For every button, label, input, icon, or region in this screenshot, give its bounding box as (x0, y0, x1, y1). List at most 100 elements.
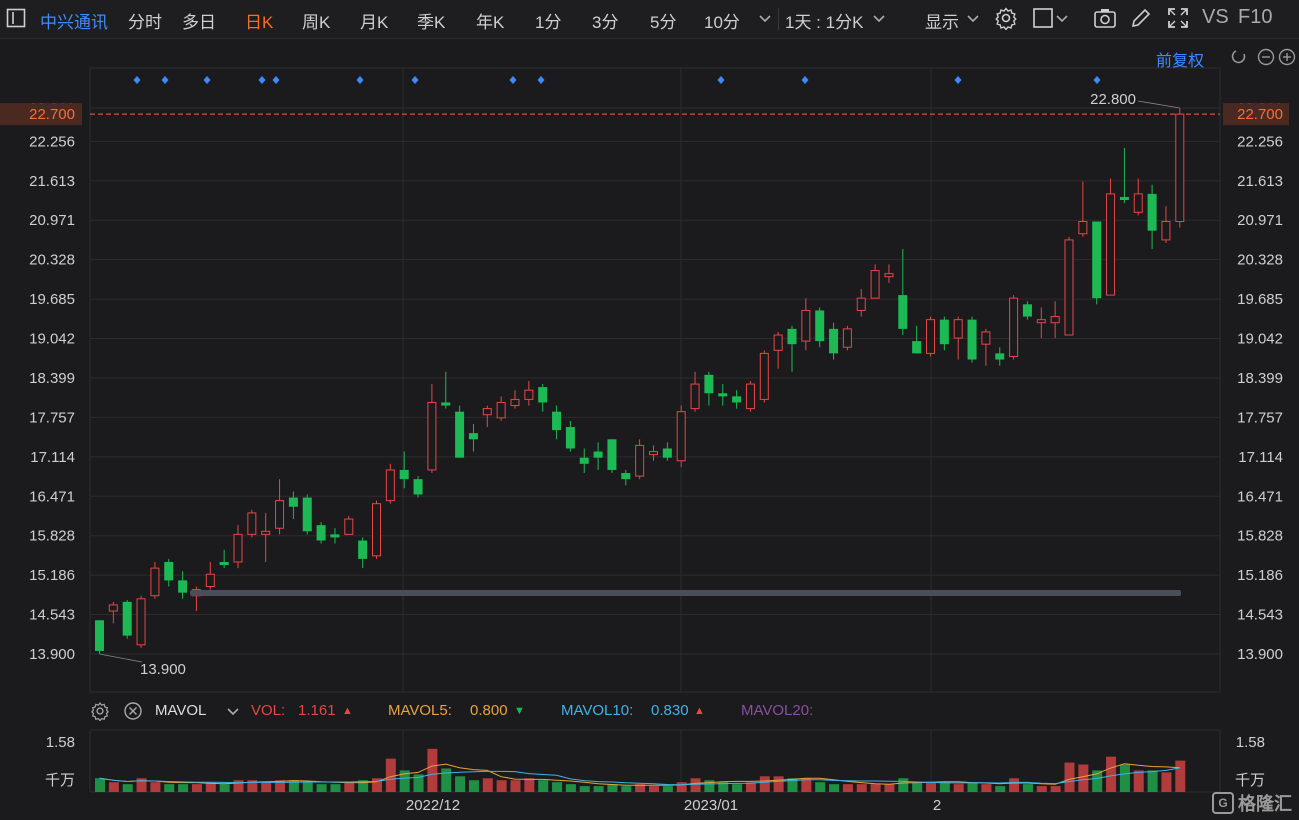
chevron-down-icon[interactable] (1055, 12, 1069, 26)
candle-body (579, 457, 589, 464)
candle-body (565, 427, 575, 449)
price-tick-left: 19.685 (29, 291, 75, 308)
indicator-select[interactable]: MAVOL (155, 702, 207, 719)
zoom-out-icon[interactable] (1257, 48, 1275, 66)
volume-bar (662, 786, 673, 792)
watermark: G 格隆汇 (1212, 790, 1292, 816)
price-pane-frame (89, 67, 1221, 693)
candle-body (1106, 193, 1116, 296)
candle-body (1009, 297, 1019, 357)
panel-toggle-icon[interactable] (6, 8, 26, 28)
tab-niank[interactable]: 年K (476, 13, 505, 32)
candle-body (427, 401, 437, 471)
volume-bar (649, 786, 659, 792)
chevron-down-icon[interactable] (226, 705, 240, 719)
interval-select[interactable]: 1天 : 1分K (785, 13, 864, 32)
close-icon[interactable] (123, 701, 143, 721)
candle-body (150, 567, 160, 597)
tab-duori[interactable]: 多日 (182, 13, 216, 32)
price-tick-right: 21.613 (1237, 173, 1283, 190)
mavol5-value: 0.800 (470, 702, 508, 719)
camera-icon[interactable] (1093, 6, 1117, 30)
candle-body (205, 573, 215, 588)
price-tick-right: 22.256 (1237, 133, 1283, 150)
candle-body (385, 469, 395, 502)
volume-bar (759, 776, 770, 792)
volume-bar (912, 782, 923, 792)
tab-10min[interactable]: 10分 (704, 13, 740, 32)
gear-icon[interactable] (90, 701, 110, 721)
volume-bar (399, 770, 410, 792)
tab-fenshi[interactable]: 分时 (128, 13, 162, 32)
tab-3min[interactable]: 3分 (592, 13, 619, 32)
tab-yuek[interactable]: 月K (360, 13, 389, 32)
volume-bar (621, 786, 632, 792)
price-tick-right: 18.399 (1237, 370, 1283, 387)
gear-icon[interactable] (994, 6, 1018, 30)
volume-bar (787, 778, 798, 792)
candle-body (1036, 319, 1046, 324)
candle-body (538, 387, 548, 403)
volume-bar (302, 782, 313, 792)
candle-body (621, 473, 631, 480)
event-marker-icon (258, 76, 266, 84)
candle-body (122, 601, 132, 636)
tab-1min[interactable]: 1分 (535, 13, 562, 32)
candle-body (649, 451, 658, 456)
square-icon[interactable] (1032, 6, 1056, 30)
volume-bar (95, 778, 105, 792)
volume-bar (344, 782, 355, 792)
volume-bar (330, 784, 341, 792)
volume-bar (926, 782, 936, 792)
volume-bar (884, 784, 895, 792)
event-marker-icon (717, 76, 725, 84)
volume-bar (385, 758, 396, 792)
zoom-in-icon[interactable] (1278, 48, 1296, 66)
vs-button[interactable]: VS (1202, 6, 1229, 28)
candle-body (261, 530, 271, 535)
candle-body (1064, 239, 1074, 336)
candle-body (898, 295, 908, 329)
fullscreen-icon[interactable] (1166, 6, 1190, 30)
candle-body (676, 411, 686, 462)
price-tick-right: 15.828 (1237, 528, 1283, 545)
candle-body (524, 389, 534, 400)
volume-bar (676, 782, 687, 792)
volume-bar (1022, 784, 1033, 792)
f10-button[interactable]: F10 (1238, 6, 1273, 28)
volume-bar (1036, 786, 1047, 792)
candle-body (95, 620, 104, 651)
volume-bar (1064, 762, 1075, 792)
price-tick-left: 15.828 (29, 528, 75, 545)
stock-name[interactable]: 中兴通讯 (40, 13, 108, 32)
candle-body (953, 319, 963, 339)
volume-bar (704, 780, 715, 792)
display-menu[interactable]: 显示 (925, 13, 959, 32)
candle-body (219, 561, 229, 566)
candle-body (773, 334, 783, 351)
candle-body (842, 328, 852, 348)
volume-bar (1092, 770, 1103, 792)
chevron-down-icon[interactable] (966, 12, 980, 26)
volume-bar (108, 782, 119, 792)
reset-icon[interactable] (1231, 50, 1246, 64)
candle-body (1161, 220, 1171, 241)
arrow-down-icon: ▼ (514, 705, 525, 717)
candle-body (1078, 220, 1088, 235)
tab-zhouk[interactable]: 周K (302, 13, 331, 32)
tab-rik[interactable]: 日K (245, 13, 274, 32)
event-marker-icon (161, 76, 169, 84)
candlestick-chart[interactable]: 22.80022.80022.25622.25621.61321.61320.9… (0, 38, 1299, 820)
pencil-icon[interactable] (1129, 6, 1153, 30)
tab-jik[interactable]: 季K (417, 13, 446, 32)
mavol10-line (99, 767, 1180, 786)
volume-bar (635, 784, 646, 792)
tab-5min[interactable]: 5分 (650, 13, 677, 32)
price-tick-right: 19.685 (1237, 291, 1283, 308)
chevron-down-icon[interactable] (758, 12, 772, 26)
logo-icon: G (1212, 792, 1234, 814)
chevron-down-icon[interactable] (872, 12, 886, 26)
volume-bar (870, 784, 881, 792)
price-tick-left: 20.328 (29, 252, 75, 269)
adjust-mode[interactable]: 前复权 (1156, 53, 1205, 70)
